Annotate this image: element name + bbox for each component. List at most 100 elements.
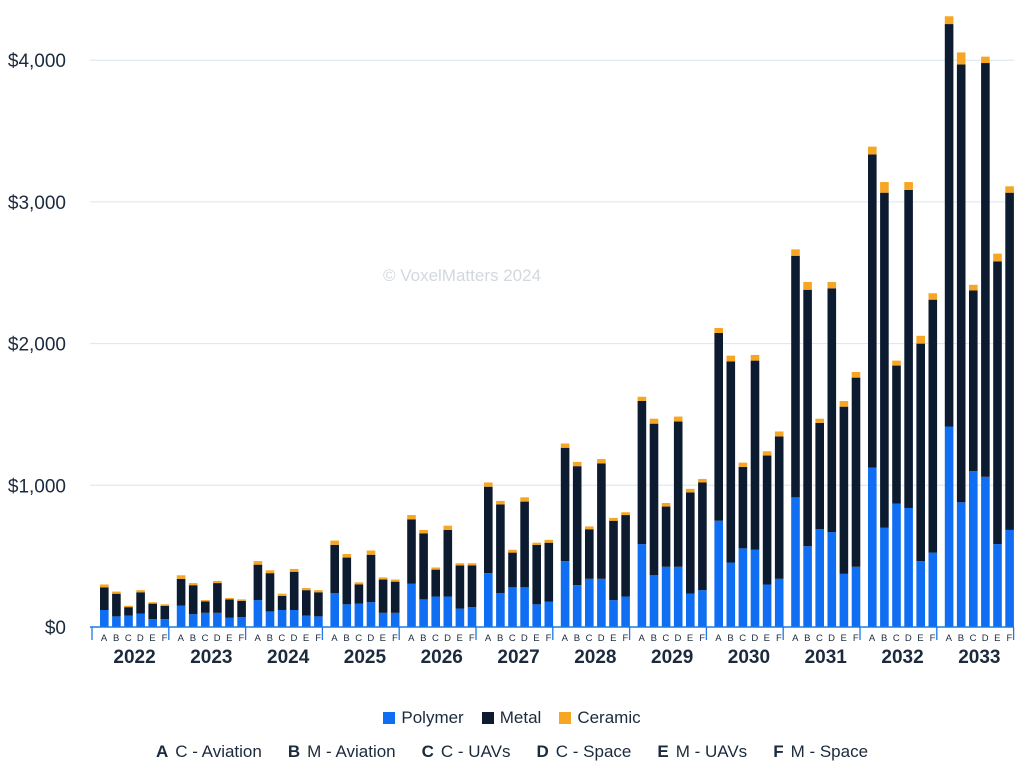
bar-segment-polymer (225, 617, 234, 627)
bar-segment-ceramic (774, 431, 784, 437)
x-subcategory-label: A (178, 633, 185, 644)
legend-label: Ceramic (577, 708, 641, 727)
code-letter: E (657, 742, 669, 761)
bar-segment-polymer (302, 615, 311, 627)
x-subcategory-label: D (751, 633, 758, 644)
bar-segment-polymer (314, 616, 323, 627)
bar-segment-polymer (892, 503, 901, 627)
bar-segment-ceramic (467, 563, 477, 566)
bar-segment-metal (520, 501, 529, 588)
x-subcategory-label: B (651, 633, 658, 644)
bar-segment-ceramic (597, 459, 606, 464)
bar-segment-polymer (803, 546, 812, 627)
bar-segment-metal (649, 423, 659, 576)
bar-segment-metal (124, 607, 133, 616)
bar-segment-ceramic (969, 284, 978, 291)
x-subcategory-label: F (853, 633, 859, 644)
x-subcategory-label: F (546, 633, 552, 644)
x-subcategory-label: A (715, 633, 722, 644)
bar-segment-polymer (637, 544, 647, 627)
bar-segment-polymer (868, 467, 877, 627)
bar-segment-metal (839, 406, 849, 574)
bar-segment-metal (237, 600, 246, 618)
x-subcategory-label: E (840, 633, 847, 644)
x-subcategory-label: F (930, 633, 936, 644)
legend-swatch-polymer (383, 712, 396, 724)
bar-segment-polymer (237, 617, 246, 627)
x-subcategory-label: E (917, 633, 924, 644)
code-key-item: E M - UAVs (657, 742, 747, 762)
x-year-label: 2030 (728, 647, 770, 668)
bar-segment-metal (750, 360, 760, 550)
bar-segment-polymer (585, 578, 594, 627)
bar-segment-metal (378, 579, 388, 613)
bar-segment-polymer (455, 608, 465, 627)
bar-segment-ceramic (673, 416, 683, 422)
x-subcategory-label: E (764, 633, 771, 644)
x-subcategory-label: D (675, 633, 682, 644)
x-subcategory-label: D (598, 633, 605, 644)
x-year-label: 2031 (805, 647, 848, 668)
x-subcategory-label: F (392, 633, 398, 644)
x-year-label: 2032 (881, 647, 923, 668)
bar-segment-polymer (880, 527, 889, 627)
bar-segment-polymer (532, 604, 541, 627)
x-subcategory-label: D (521, 633, 528, 644)
bar-segment-metal (969, 290, 978, 472)
bar-segment-ceramic (265, 570, 275, 574)
x-subcategory-label: A (638, 633, 645, 644)
bar-segment-metal (213, 583, 222, 613)
x-subcategory-label: E (380, 633, 387, 644)
x-subcategory-label: B (727, 633, 734, 644)
bar-segment-ceramic (407, 515, 416, 520)
bar-segment-ceramic (378, 577, 388, 580)
bar-segment-ceramic (738, 462, 748, 467)
bar-segment-metal (100, 587, 109, 610)
bar-segment-metal (597, 463, 606, 579)
code-key-item: B M - Aviation (288, 742, 396, 762)
x-subcategory-label: A (869, 633, 876, 644)
bar-segment-metal (148, 603, 157, 620)
bar-segment-polymer (484, 573, 493, 627)
bar-segment-metal (827, 288, 837, 533)
y-tick-label: $3,000 (8, 193, 66, 214)
x-subcategory-label: C (739, 633, 746, 644)
code-label: C - Space (555, 742, 632, 761)
bar-segment-polymer (265, 611, 275, 627)
bar-segment-polymer (354, 603, 364, 627)
x-year-label: 2033 (958, 647, 1000, 668)
x-subcategory-label: F (469, 633, 475, 644)
bar-segment-ceramic (330, 540, 339, 545)
bar-segment-polymer (726, 562, 736, 627)
bar-segment-ceramic (277, 593, 287, 596)
x-subcategory-label: E (149, 633, 156, 644)
bar-segment-polymer (378, 612, 388, 627)
bar-segment-ceramic (892, 360, 901, 366)
x-subcategory-label: B (881, 633, 888, 644)
bar-segment-polymer (673, 566, 683, 627)
code-letter: C (421, 742, 434, 761)
bar-segment-metal (160, 605, 170, 620)
bar-segment-polymer (572, 585, 582, 627)
x-subcategory-label: E (994, 633, 1001, 644)
bar-segment-metal (714, 332, 723, 521)
bar-segment-ceramic (342, 554, 352, 558)
bar-segment-metal (201, 601, 210, 613)
bar-segment-metal (868, 154, 877, 468)
bar-segment-ceramic (431, 567, 440, 570)
x-subcategory-label: E (303, 633, 310, 644)
bar-segment-polymer (508, 587, 517, 627)
bar-segment-ceramic (188, 583, 198, 586)
bar-segment-metal (803, 289, 812, 547)
x-subcategory-label: D (905, 633, 912, 644)
x-year-label: 2028 (574, 647, 616, 668)
x-subcategory-label: F (315, 633, 321, 644)
bar-segment-polymer (649, 575, 659, 627)
x-year-label: 2026 (421, 647, 463, 668)
bar-segment-polymer (738, 548, 748, 627)
bar-segment-ceramic (213, 580, 222, 584)
x-subcategory-label: A (101, 633, 108, 644)
bar-segment-metal (762, 455, 772, 585)
bar-segment-metal (726, 361, 736, 563)
bar-segment-ceramic (981, 56, 990, 64)
